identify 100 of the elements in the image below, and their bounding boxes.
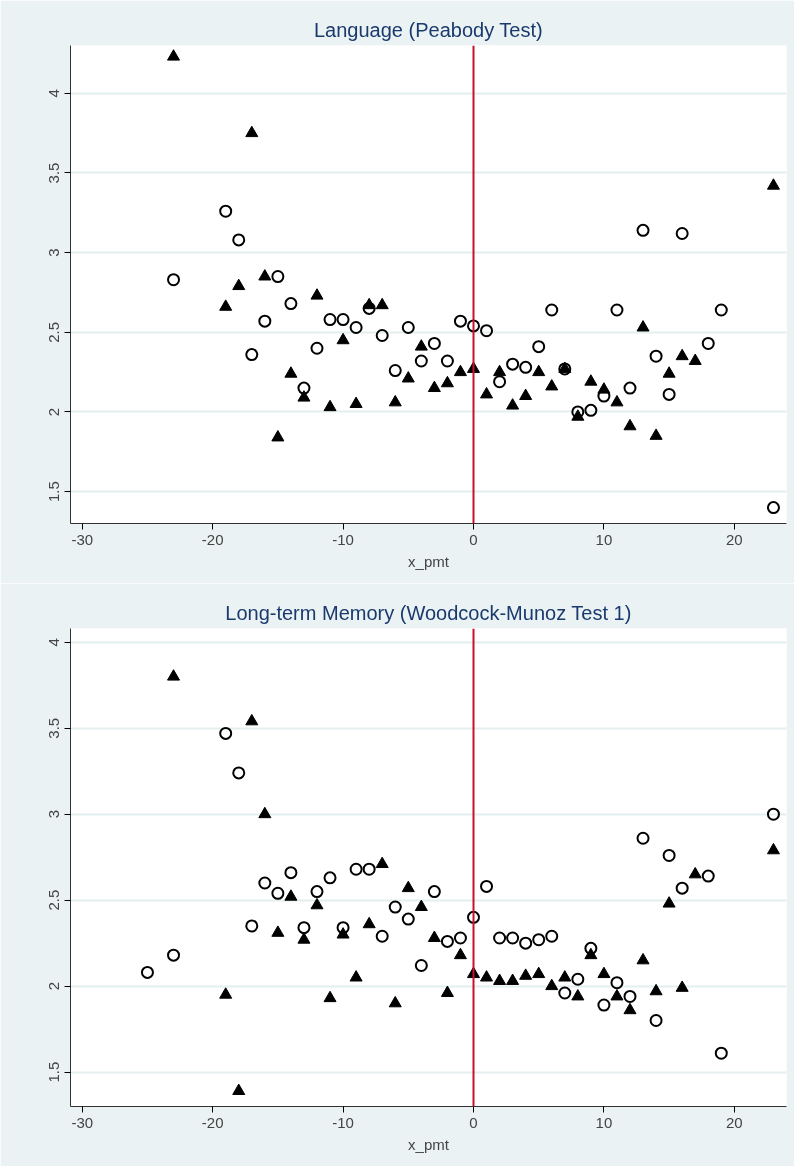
point: [714, 1046, 728, 1060]
point: [519, 360, 533, 374]
point: [493, 931, 507, 945]
y-tick-label: 2: [45, 981, 63, 991]
point: [532, 364, 546, 377]
point: [584, 374, 598, 386]
y-tick-label: 2: [45, 407, 63, 417]
point: [636, 831, 650, 845]
point: [675, 980, 689, 992]
point: [258, 806, 272, 819]
point: [284, 889, 298, 901]
point: [349, 396, 363, 408]
point: [258, 314, 272, 328]
y-tick-label: 3.5: [45, 162, 63, 184]
point: [375, 929, 389, 943]
point: [375, 297, 389, 310]
point: [480, 879, 494, 893]
point: [323, 871, 337, 885]
point: [584, 941, 598, 955]
point: [610, 394, 624, 407]
point: [662, 366, 676, 378]
point: [140, 965, 154, 979]
point: [258, 876, 272, 890]
point: [271, 925, 285, 937]
point: [519, 968, 533, 980]
point: [310, 341, 324, 355]
point: [310, 897, 324, 910]
point: [323, 399, 337, 412]
point: [375, 856, 389, 869]
point: [427, 930, 441, 942]
point: [401, 321, 415, 335]
point: [349, 862, 363, 876]
point: [167, 273, 181, 287]
x-tick-label: 0: [469, 1113, 478, 1131]
point: [232, 278, 246, 291]
point: [427, 380, 441, 393]
point: [440, 375, 454, 388]
point: [584, 947, 598, 960]
point: [336, 313, 350, 327]
point: [336, 927, 350, 939]
x-tick-label: 20: [725, 1113, 743, 1131]
point: [766, 178, 780, 190]
point: [493, 973, 507, 985]
point: [701, 869, 715, 883]
x-tick-label: -10: [332, 530, 354, 548]
point: [545, 929, 559, 943]
x-axis-title: x_pmt: [408, 552, 450, 570]
point: [545, 303, 559, 317]
x-tick-label: -20: [201, 530, 224, 548]
point: [401, 371, 415, 383]
y-tick-label: 3.5: [45, 717, 63, 739]
point: [453, 947, 467, 960]
chart-title: Long-term Memory (Woodcock-Munoz Test 1): [225, 601, 632, 624]
point: [245, 713, 259, 726]
point: [427, 885, 441, 899]
point: [675, 348, 689, 361]
point: [493, 364, 507, 377]
point: [414, 339, 428, 351]
point: [297, 390, 311, 402]
point: [258, 269, 272, 281]
point: [584, 403, 598, 417]
point: [506, 973, 520, 985]
point: [636, 952, 650, 965]
point: [649, 428, 663, 440]
point: [623, 381, 637, 395]
point: [519, 388, 533, 400]
point: [519, 936, 533, 950]
point: [766, 807, 780, 821]
point: [610, 989, 624, 1001]
point: [219, 299, 233, 311]
point: [167, 948, 181, 962]
point: [271, 430, 285, 442]
point: [284, 866, 298, 880]
point: [414, 354, 428, 368]
point: [610, 976, 624, 990]
x-tick-label: 10: [595, 530, 613, 548]
point: [662, 387, 676, 401]
point: [401, 880, 415, 893]
x-axis-title: x_pmt: [408, 1135, 450, 1153]
point: [506, 398, 520, 410]
point: [232, 766, 246, 780]
point: [297, 381, 311, 395]
point: [427, 336, 441, 350]
x-tick-label: -30: [71, 530, 94, 548]
point: [388, 394, 402, 407]
point: [532, 966, 546, 979]
point: [323, 990, 337, 1003]
y-tick-label: 1.5: [45, 481, 63, 503]
point: [532, 340, 546, 354]
point: [610, 303, 624, 317]
point: [545, 978, 559, 991]
point: [597, 382, 611, 394]
point: [662, 896, 676, 908]
point: [362, 916, 376, 929]
point: [701, 336, 715, 350]
point: [597, 998, 611, 1012]
point: [271, 886, 285, 900]
point: [245, 348, 259, 362]
point: [688, 353, 702, 365]
point: [362, 862, 376, 876]
